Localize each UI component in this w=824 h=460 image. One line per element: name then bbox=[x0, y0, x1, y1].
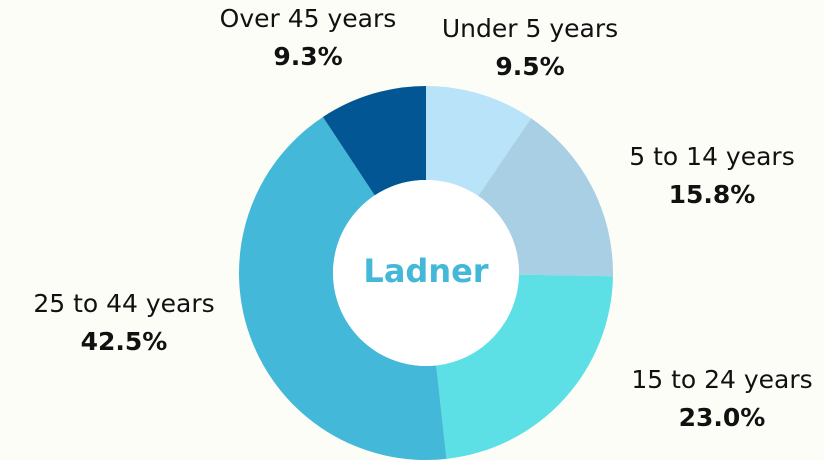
slice-label: 25 to 44 years bbox=[33, 289, 214, 318]
center-label: Ladner bbox=[363, 252, 488, 290]
value-label: 9.3% bbox=[273, 42, 342, 71]
donut-slice bbox=[436, 274, 613, 459]
donut-slice bbox=[426, 86, 532, 197]
slice-label: 5 to 14 years bbox=[629, 142, 794, 171]
donut-slice bbox=[478, 118, 613, 277]
value-label: 23.0% bbox=[679, 403, 766, 432]
donut-hole bbox=[333, 180, 519, 366]
slice-label: Over 45 years bbox=[220, 4, 397, 33]
donut-slice bbox=[239, 116, 447, 460]
value-label: 9.5% bbox=[495, 52, 564, 81]
slice-label: 15 to 24 years bbox=[631, 365, 812, 394]
value-label: 15.8% bbox=[669, 180, 756, 209]
donut-slice bbox=[322, 86, 426, 196]
value-label: 42.5% bbox=[81, 327, 168, 356]
slice-label: Under 5 years bbox=[442, 14, 618, 43]
